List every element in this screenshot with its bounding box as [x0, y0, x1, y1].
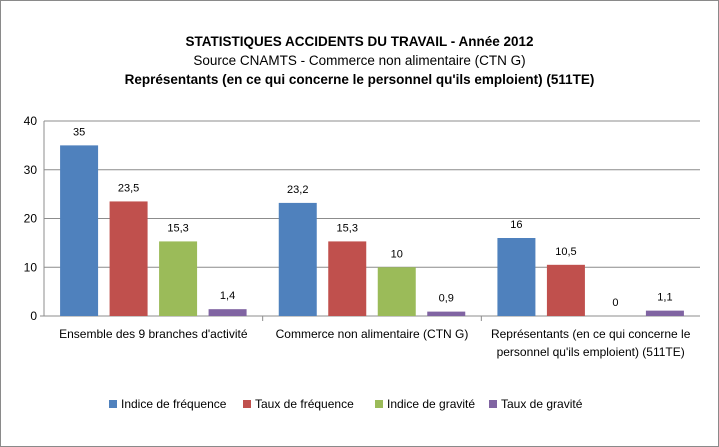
data-label: 10,5: [555, 246, 576, 258]
legend-swatch: [375, 400, 383, 408]
data-label: 1,1: [657, 292, 672, 304]
bar: [208, 309, 247, 316]
data-label: 23,2: [287, 184, 308, 196]
x-tick-label: personnel qu'ils emploient) (511TE): [497, 345, 685, 359]
legend-swatch: [243, 400, 251, 408]
legend: Indice de fréquence Taux de fréquence Indi…: [0, 397, 717, 415]
legend-swatch: [109, 400, 117, 408]
chart-subtitle-2: Représentants (en ce qui concerne le per…: [124, 72, 595, 87]
bar: [278, 202, 317, 316]
data-label: 10: [391, 248, 403, 260]
legend-item: Taux de gravité: [489, 397, 582, 411]
bar: [159, 241, 198, 316]
bar: [427, 311, 466, 316]
data-label: 23,5: [118, 182, 139, 194]
x-tick-label: Commerce non alimentaire (CTN G): [276, 327, 469, 341]
legend-item: Taux de fréquence: [243, 397, 354, 411]
bar: [645, 310, 684, 316]
y-tick-label: 10: [24, 260, 38, 274]
legend-label: Indice de fréquence: [121, 397, 227, 411]
bar: [497, 238, 536, 316]
legend-item: Indice de fréquence: [109, 397, 226, 411]
chart-title: STATISTIQUES ACCIDENTS DU TRAVAIL - Anné…: [185, 34, 534, 49]
x-tick-label: Ensemble des 9 branches d'activité: [59, 327, 248, 341]
chart-subtitle: Source CNAMTS - Commerce non alimentaire…: [193, 53, 526, 68]
y-tick-label: 0: [30, 309, 37, 323]
data-label: 35: [73, 126, 85, 138]
bar: [328, 241, 367, 316]
data-label: 16: [510, 219, 522, 231]
legend-item: Indice de gravité: [375, 397, 475, 411]
data-label: 1,4: [220, 290, 235, 302]
bar: [60, 145, 99, 316]
data-label: 0: [612, 297, 618, 309]
legend-label: Taux de gravité: [501, 397, 583, 411]
bar: [377, 267, 416, 316]
bar: [546, 264, 585, 316]
bar: [109, 201, 148, 316]
x-tick-label: Représentants (en ce qui concerne le: [491, 327, 691, 341]
y-tick-label: 40: [24, 114, 38, 128]
data-label: 15,3: [337, 222, 358, 234]
legend-label: Taux de fréquence: [255, 397, 354, 411]
y-tick-label: 30: [24, 163, 38, 177]
data-label: 15,3: [167, 222, 188, 234]
legend-label: Indice de gravité: [387, 397, 476, 411]
legend-swatch: [489, 400, 497, 408]
y-tick-label: 20: [24, 212, 38, 226]
data-label: 0,9: [439, 293, 454, 305]
